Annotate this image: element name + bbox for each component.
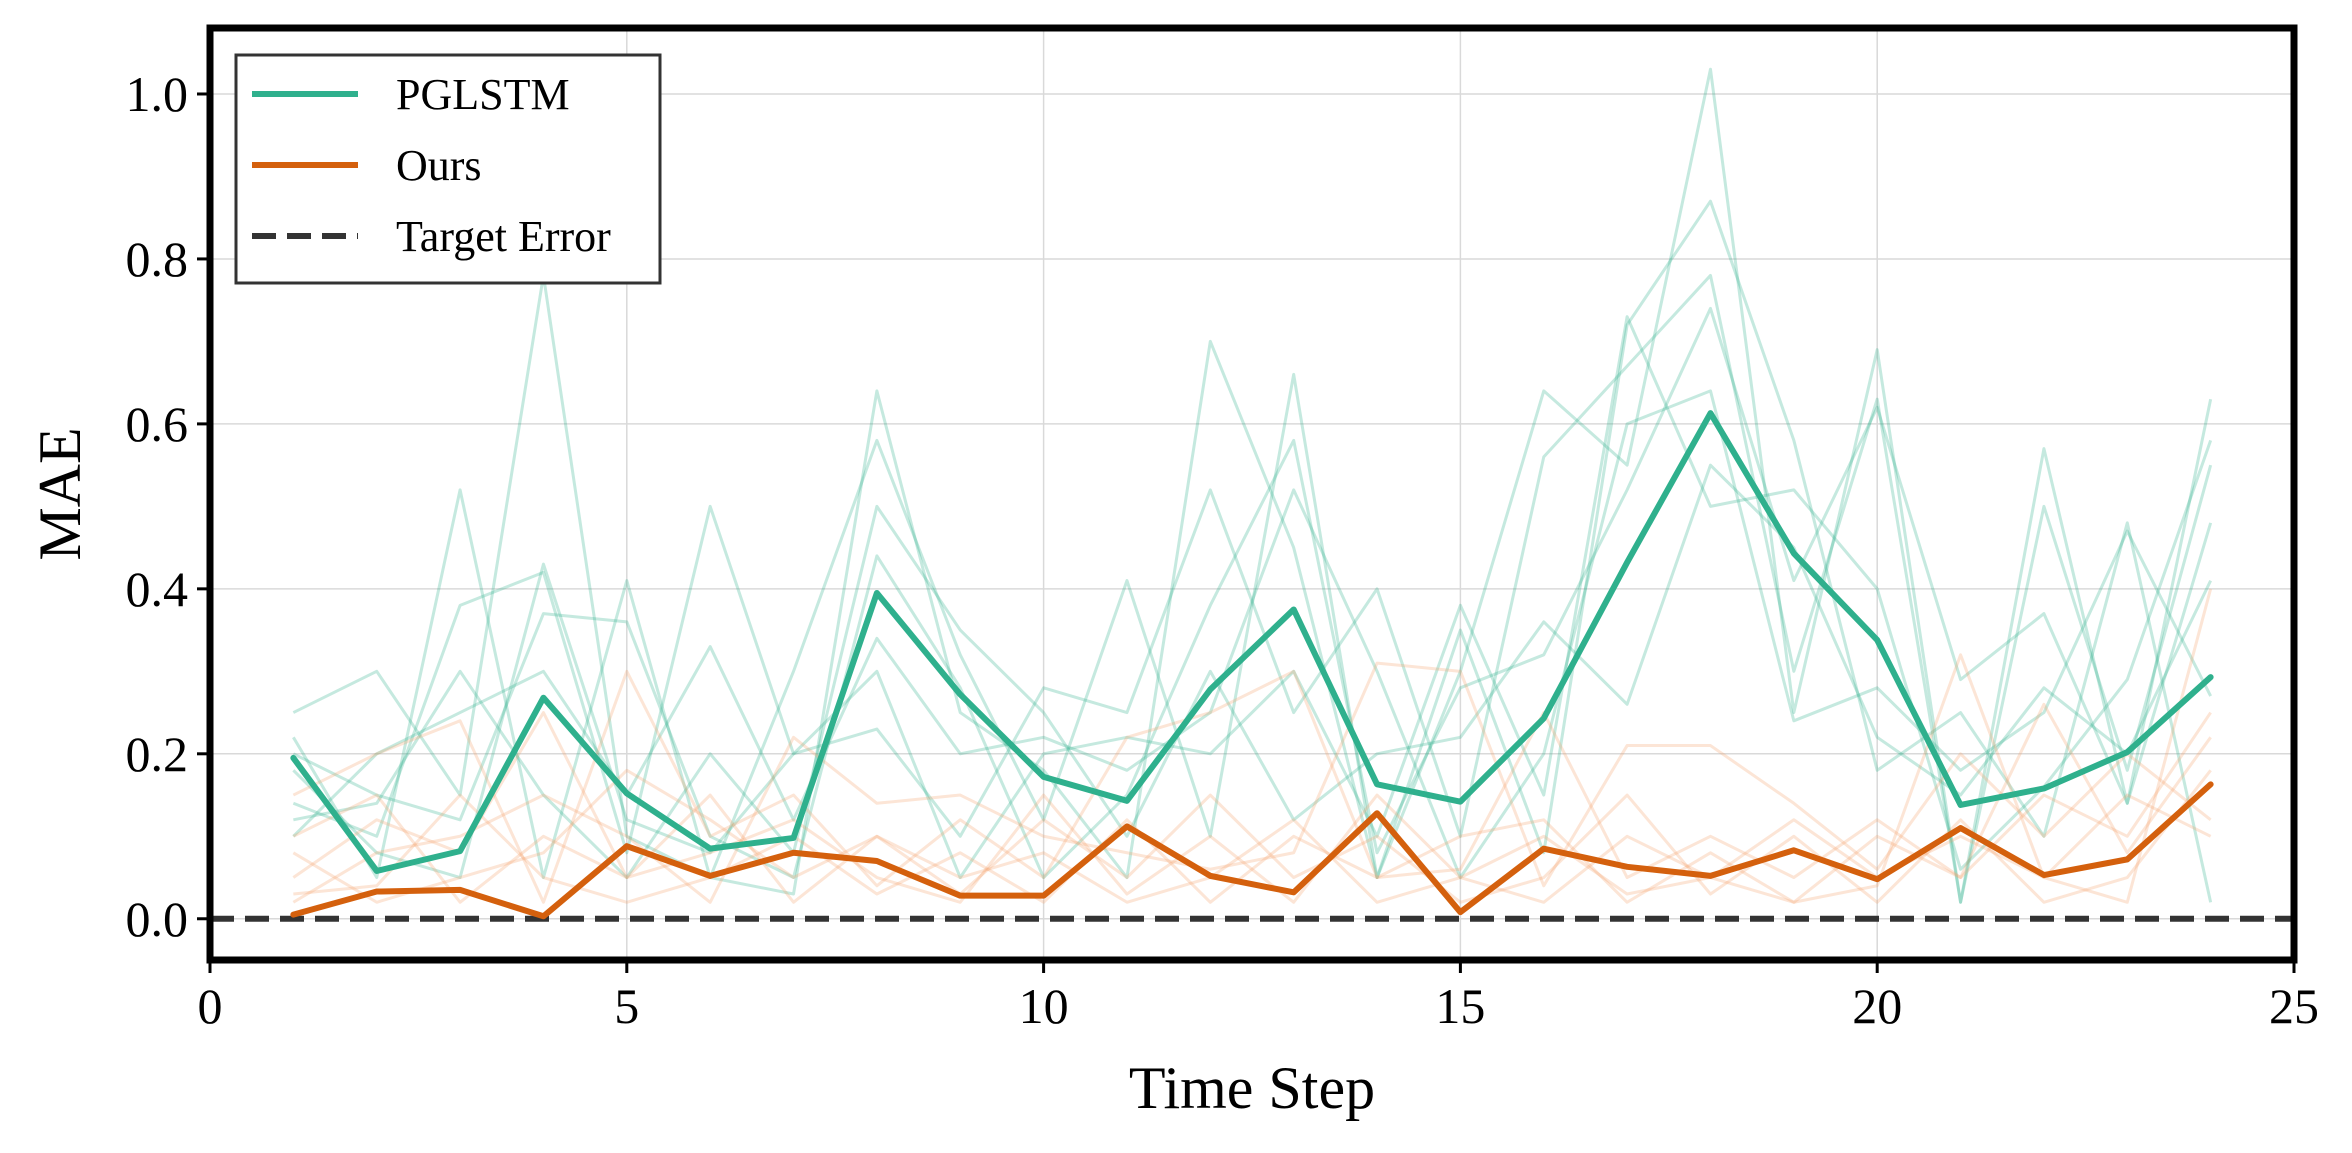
y-tick-label-0: 0.0 (126, 891, 189, 947)
y-tick-label-4: 0.8 (126, 231, 189, 287)
run-line-pglstm-1 (292, 67, 2213, 904)
y-axis-label: MAE (27, 427, 93, 560)
x-tick-label-0: 0 (198, 978, 223, 1034)
run-line-ours-5 (293, 711, 2212, 904)
x-tick-label-2: 10 (1019, 978, 1069, 1034)
y-tick-label-1: 0.2 (126, 726, 189, 782)
legend: PGLSTM Ours Target Error (234, 53, 662, 285)
x-tick-label-1: 5 (614, 978, 639, 1034)
x-tick-label-5: 25 (2269, 978, 2319, 1034)
series-line-pglstm (290, 410, 2214, 874)
x-tick-label-4: 20 (1852, 978, 1902, 1034)
x-tick-label-3: 15 (1435, 978, 1485, 1034)
series-lines (210, 410, 2294, 922)
y-tick-label-2: 0.4 (126, 561, 189, 617)
legend-label-pglstm: PGLSTM (396, 70, 570, 119)
y-tick-label-3: 0.6 (126, 396, 189, 452)
legend-label-ours: Ours (396, 141, 482, 190)
run-line-ours-4 (292, 768, 2212, 904)
axis-ticks: 0 5 10 15 20 25 0.0 0.2 0.4 0.6 0.8 1.0 (126, 66, 2320, 1034)
series-line-ours (290, 781, 2214, 920)
plot-frame (206, 24, 2298, 964)
run-line-ours-2 (292, 669, 2212, 904)
run-line-ours-3 (292, 661, 2212, 904)
run-line-pglstm-4 (292, 306, 2213, 880)
run-line-pglstm-7 (293, 463, 2212, 880)
y-tick-label-5: 1.0 (126, 66, 189, 122)
run-line-ours-1 (292, 588, 2213, 904)
legend-label-target-error: Target Error (396, 212, 611, 261)
run-line-pglstm-3 (292, 273, 2213, 904)
x-axis-label: Time Step (1129, 1055, 1375, 1121)
run-line-pglstm-2 (292, 199, 2213, 903)
